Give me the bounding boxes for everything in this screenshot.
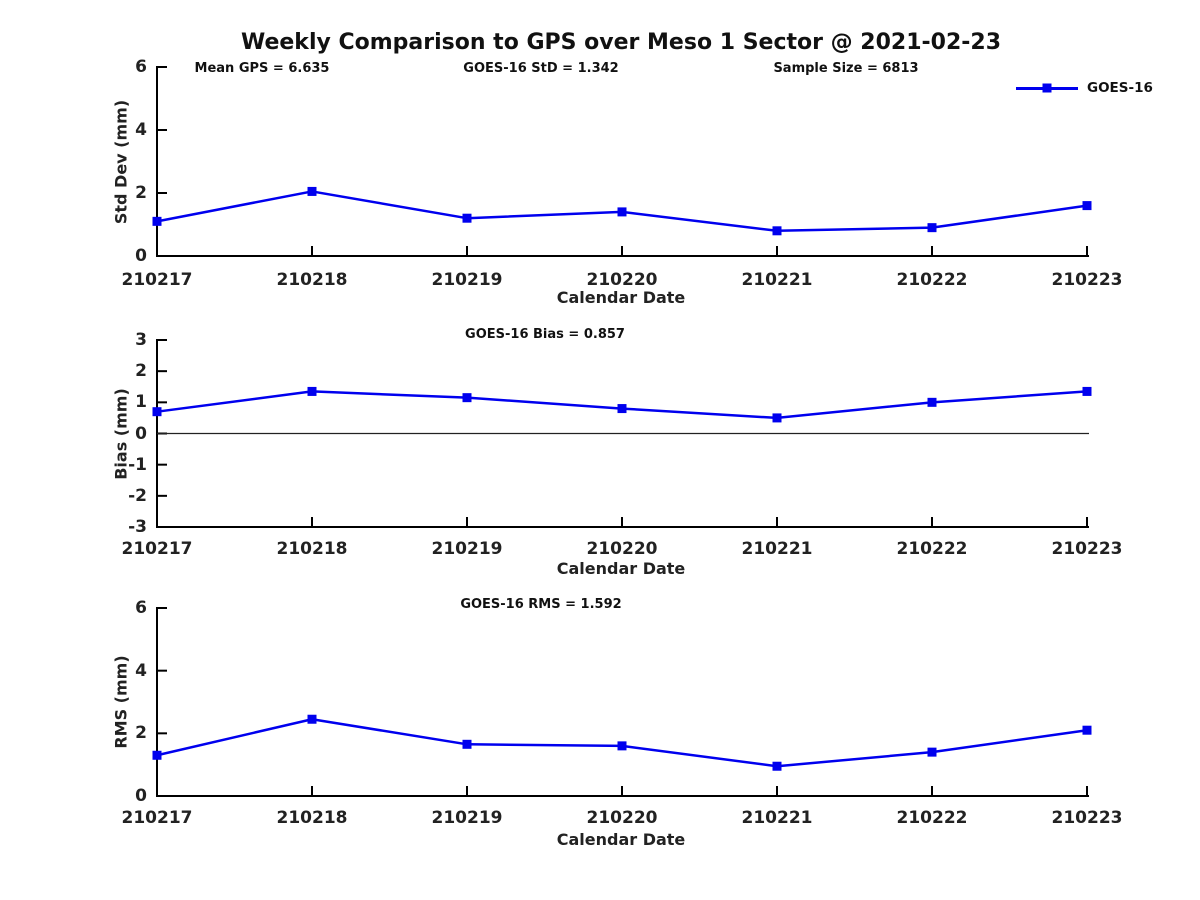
data-point-marker [772,226,782,236]
annotation-sample-size: Sample Size = 6813 [773,61,919,76]
x-tick-label: 210220 [586,808,658,828]
y-tick-label: 4 [135,660,147,681]
data-point-marker [1082,201,1092,211]
x-tick-label: 210222 [896,808,968,828]
x-tick-label: 210219 [431,270,503,290]
x-tick-label: 210221 [741,539,813,559]
xlabel-calendar-date-top: Calendar Date [556,288,686,307]
data-point-marker [152,407,162,417]
legend-line-sample-icon [1016,83,1078,93]
y-tick-label: 2 [135,361,147,382]
annotation-goes16-rms: GOES-16 RMS = 1.592 [460,597,622,612]
data-point-marker [617,404,627,414]
xlabel-calendar-date-bottom: Calendar Date [556,830,686,849]
x-tick-label: 210222 [896,270,968,290]
data-point-marker [152,216,162,226]
data-point-marker [1082,386,1092,396]
legend: GOES-16 [1016,79,1153,97]
data-point-marker [462,393,472,403]
legend-label: GOES-16 [1087,80,1153,96]
x-tick-label: 210223 [1051,808,1123,828]
y-tick-label: 6 [135,57,147,77]
y-tick-label: -3 [128,517,147,537]
legend-square-marker-icon [1042,83,1052,93]
data-point-marker [307,714,317,724]
data-point-marker [617,207,627,217]
y-tick-label: 6 [135,598,147,618]
data-point-marker [462,213,472,223]
annotation-goes16-std: GOES-16 StD = 1.342 [463,61,619,76]
y-tick-label: -2 [128,485,147,506]
x-tick-label: 210220 [586,539,658,559]
x-tick-label: 210218 [276,270,348,290]
x-tick-label: 210220 [586,270,658,290]
data-point-marker [927,747,937,757]
data-point-marker [617,741,627,751]
x-tick-label: 210219 [431,808,503,828]
y-tick-label: 1 [135,392,147,413]
data-point-marker [307,386,317,396]
data-point-marker [772,761,782,771]
data-point-marker [927,397,937,407]
x-tick-label: 210222 [896,539,968,559]
figure-title: Weekly Comparison to GPS over Meso 1 Sec… [240,30,1002,55]
x-tick-label: 210221 [741,808,813,828]
y-tick-label: 3 [135,330,147,350]
data-point-marker [152,750,162,760]
y-tick-label: 4 [135,120,147,140]
y-tick-label: 0 [135,423,147,444]
x-tick-label: 210218 [276,539,348,559]
x-tick-label: 210221 [741,270,813,290]
y-tick-label: -1 [128,454,147,475]
xlabel-calendar-date-middle: Calendar Date [556,559,686,578]
x-tick-label: 210217 [121,808,193,828]
x-tick-label: 210218 [276,808,348,828]
x-tick-label: 210223 [1051,270,1123,290]
annotation-mean-gps: Mean GPS = 6.635 [194,61,330,76]
y-tick-label: 2 [135,723,147,744]
data-point-marker [772,413,782,423]
data-point-marker [927,223,937,233]
data-point-marker [462,739,472,749]
y-tick-label: 2 [135,183,147,203]
y-tick-label: 0 [135,246,147,266]
data-point-marker [1082,725,1092,735]
data-point-marker [307,186,317,196]
annotation-goes16-bias: GOES-16 Bias = 0.857 [465,327,625,342]
x-tick-label: 210219 [431,539,503,559]
x-tick-label: 210223 [1051,539,1123,559]
x-tick-label: 210217 [121,539,193,559]
x-tick-label: 210217 [121,270,193,290]
y-tick-label: 0 [135,786,147,806]
